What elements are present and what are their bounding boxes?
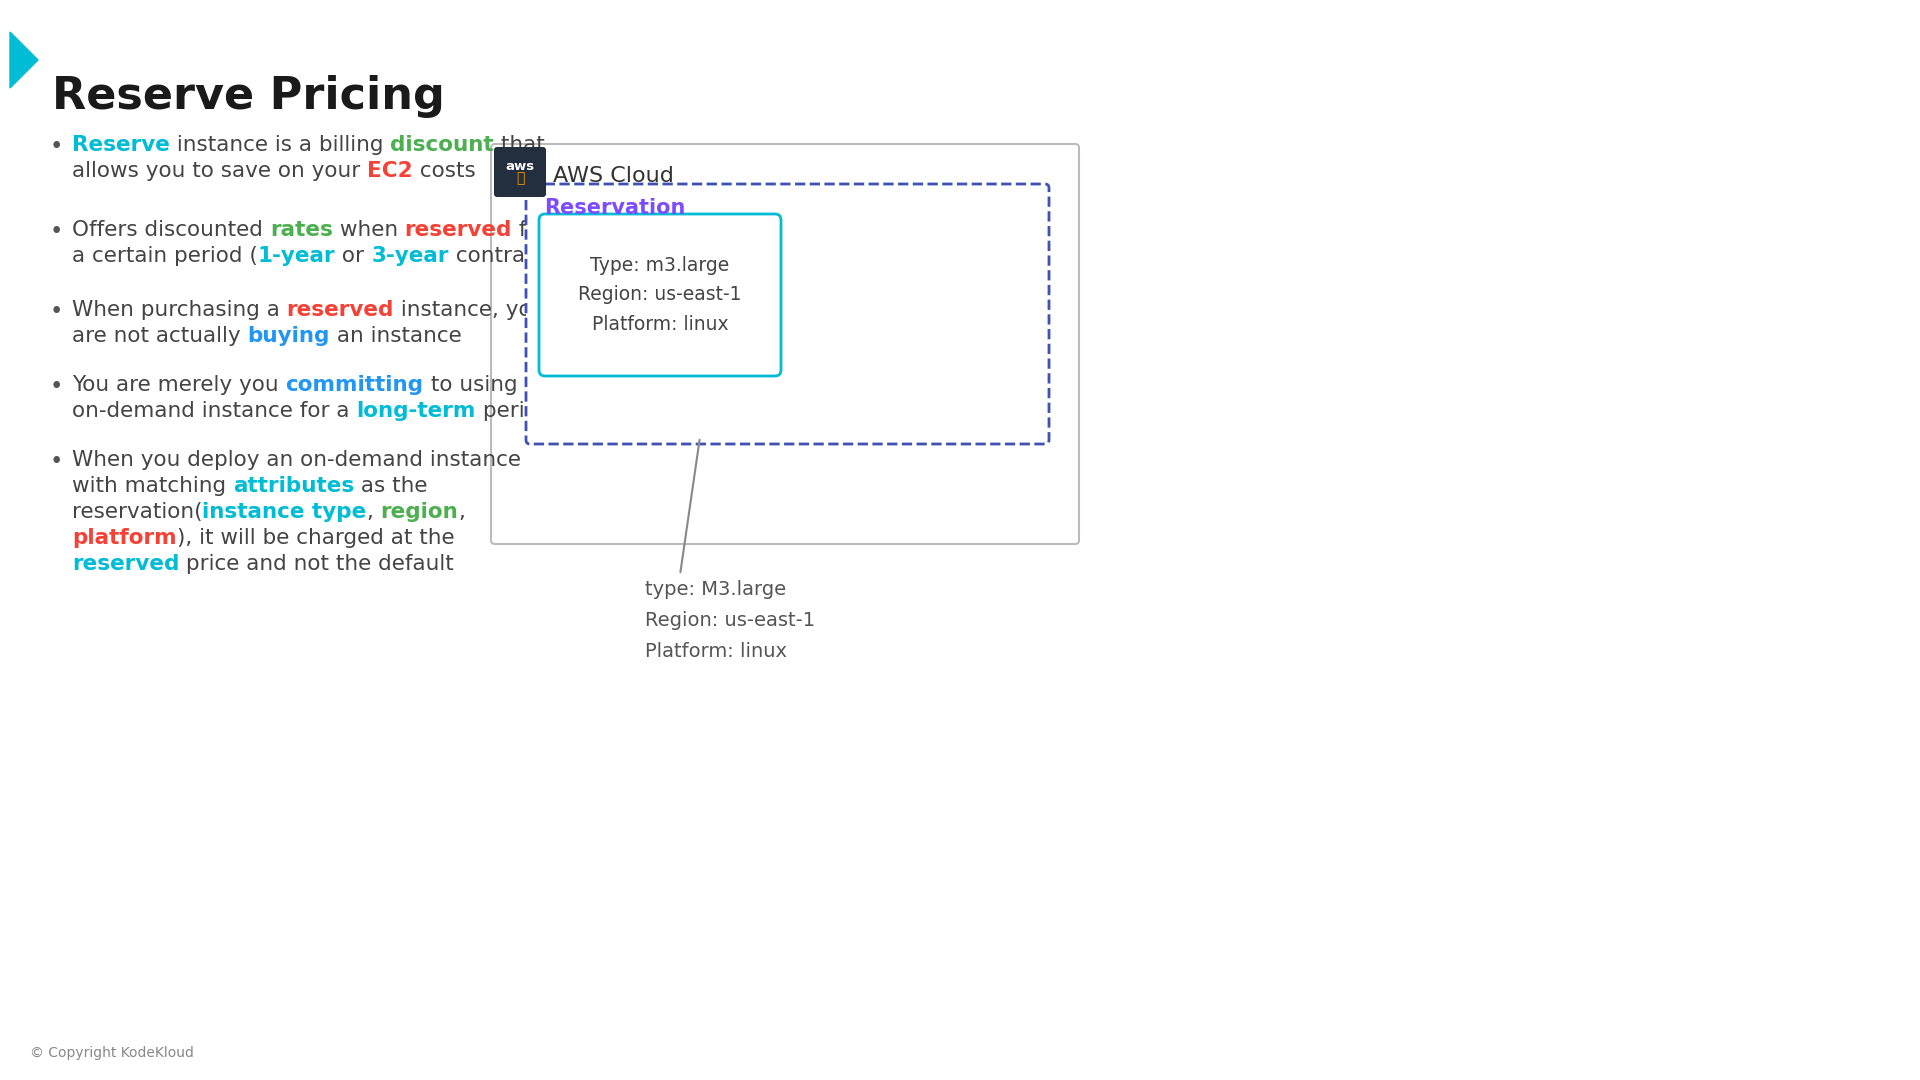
Text: •: • — [50, 375, 63, 399]
Text: ⌣: ⌣ — [516, 172, 524, 186]
Text: Reservation: Reservation — [543, 198, 685, 218]
Text: when: when — [332, 220, 405, 240]
Text: reserved: reserved — [405, 220, 513, 240]
Text: Type: m3.large
Region: us-east-1
Platform: linux: Type: m3.large Region: us-east-1 Platfor… — [578, 256, 741, 334]
Text: a certain period (: a certain period ( — [73, 246, 257, 266]
Text: ,: , — [459, 502, 465, 522]
Text: an instance: an instance — [330, 326, 461, 346]
Text: platform: platform — [73, 528, 177, 548]
Text: to using an: to using an — [424, 375, 551, 395]
Text: •: • — [50, 135, 63, 158]
Text: reservation(: reservation( — [73, 502, 202, 522]
Text: instance, you: instance, you — [394, 300, 545, 320]
Text: aws: aws — [505, 160, 534, 173]
Text: as the: as the — [355, 476, 428, 496]
Text: instance type: instance type — [202, 502, 367, 522]
Text: •: • — [50, 220, 63, 243]
Text: region: region — [380, 502, 459, 522]
Text: When purchasing a: When purchasing a — [73, 300, 286, 320]
Text: You are merely you: You are merely you — [73, 375, 286, 395]
Text: ), it will be charged at the: ), it will be charged at the — [177, 528, 455, 548]
Text: ,: , — [367, 502, 380, 522]
Text: period: period — [476, 401, 551, 421]
Text: allows you to save on your: allows you to save on your — [73, 161, 367, 181]
Text: Reserve Pricing: Reserve Pricing — [52, 75, 445, 118]
Polygon shape — [10, 32, 38, 87]
Text: •: • — [50, 300, 63, 323]
Text: 3-year: 3-year — [371, 246, 449, 266]
Text: for: for — [513, 220, 549, 240]
Text: costs: costs — [413, 161, 476, 181]
FancyBboxPatch shape — [540, 214, 781, 376]
Text: EC2: EC2 — [367, 161, 413, 181]
Text: •: • — [50, 450, 63, 473]
Text: or: or — [336, 246, 371, 266]
Text: buying: buying — [248, 326, 330, 346]
FancyBboxPatch shape — [526, 184, 1048, 444]
Text: with matching: with matching — [73, 476, 232, 496]
Text: discount: discount — [390, 135, 493, 156]
Text: © Copyright KodeKloud: © Copyright KodeKloud — [31, 1047, 194, 1059]
Text: committing: committing — [286, 375, 424, 395]
Text: are not actually: are not actually — [73, 326, 248, 346]
Text: When you deploy an on-demand instance: When you deploy an on-demand instance — [73, 450, 520, 470]
Text: instance is a billing: instance is a billing — [169, 135, 390, 156]
FancyBboxPatch shape — [493, 147, 545, 197]
Text: reserved: reserved — [286, 300, 394, 320]
Text: 1-year: 1-year — [257, 246, 336, 266]
Text: contract): contract) — [449, 246, 553, 266]
Text: type: M3.large
Region: us-east-1
Platform: linux: type: M3.large Region: us-east-1 Platfor… — [645, 580, 816, 661]
Text: Reserve: Reserve — [73, 135, 169, 156]
Text: on-demand instance for a: on-demand instance for a — [73, 401, 357, 421]
FancyBboxPatch shape — [492, 144, 1079, 544]
Text: that: that — [493, 135, 545, 156]
Text: reserved: reserved — [73, 554, 179, 573]
Text: rates: rates — [269, 220, 332, 240]
Text: price and not the default: price and not the default — [179, 554, 455, 573]
Text: Offers discounted: Offers discounted — [73, 220, 269, 240]
Text: attributes: attributes — [232, 476, 355, 496]
Text: long-term: long-term — [357, 401, 476, 421]
Text: AWS Cloud: AWS Cloud — [553, 166, 674, 186]
